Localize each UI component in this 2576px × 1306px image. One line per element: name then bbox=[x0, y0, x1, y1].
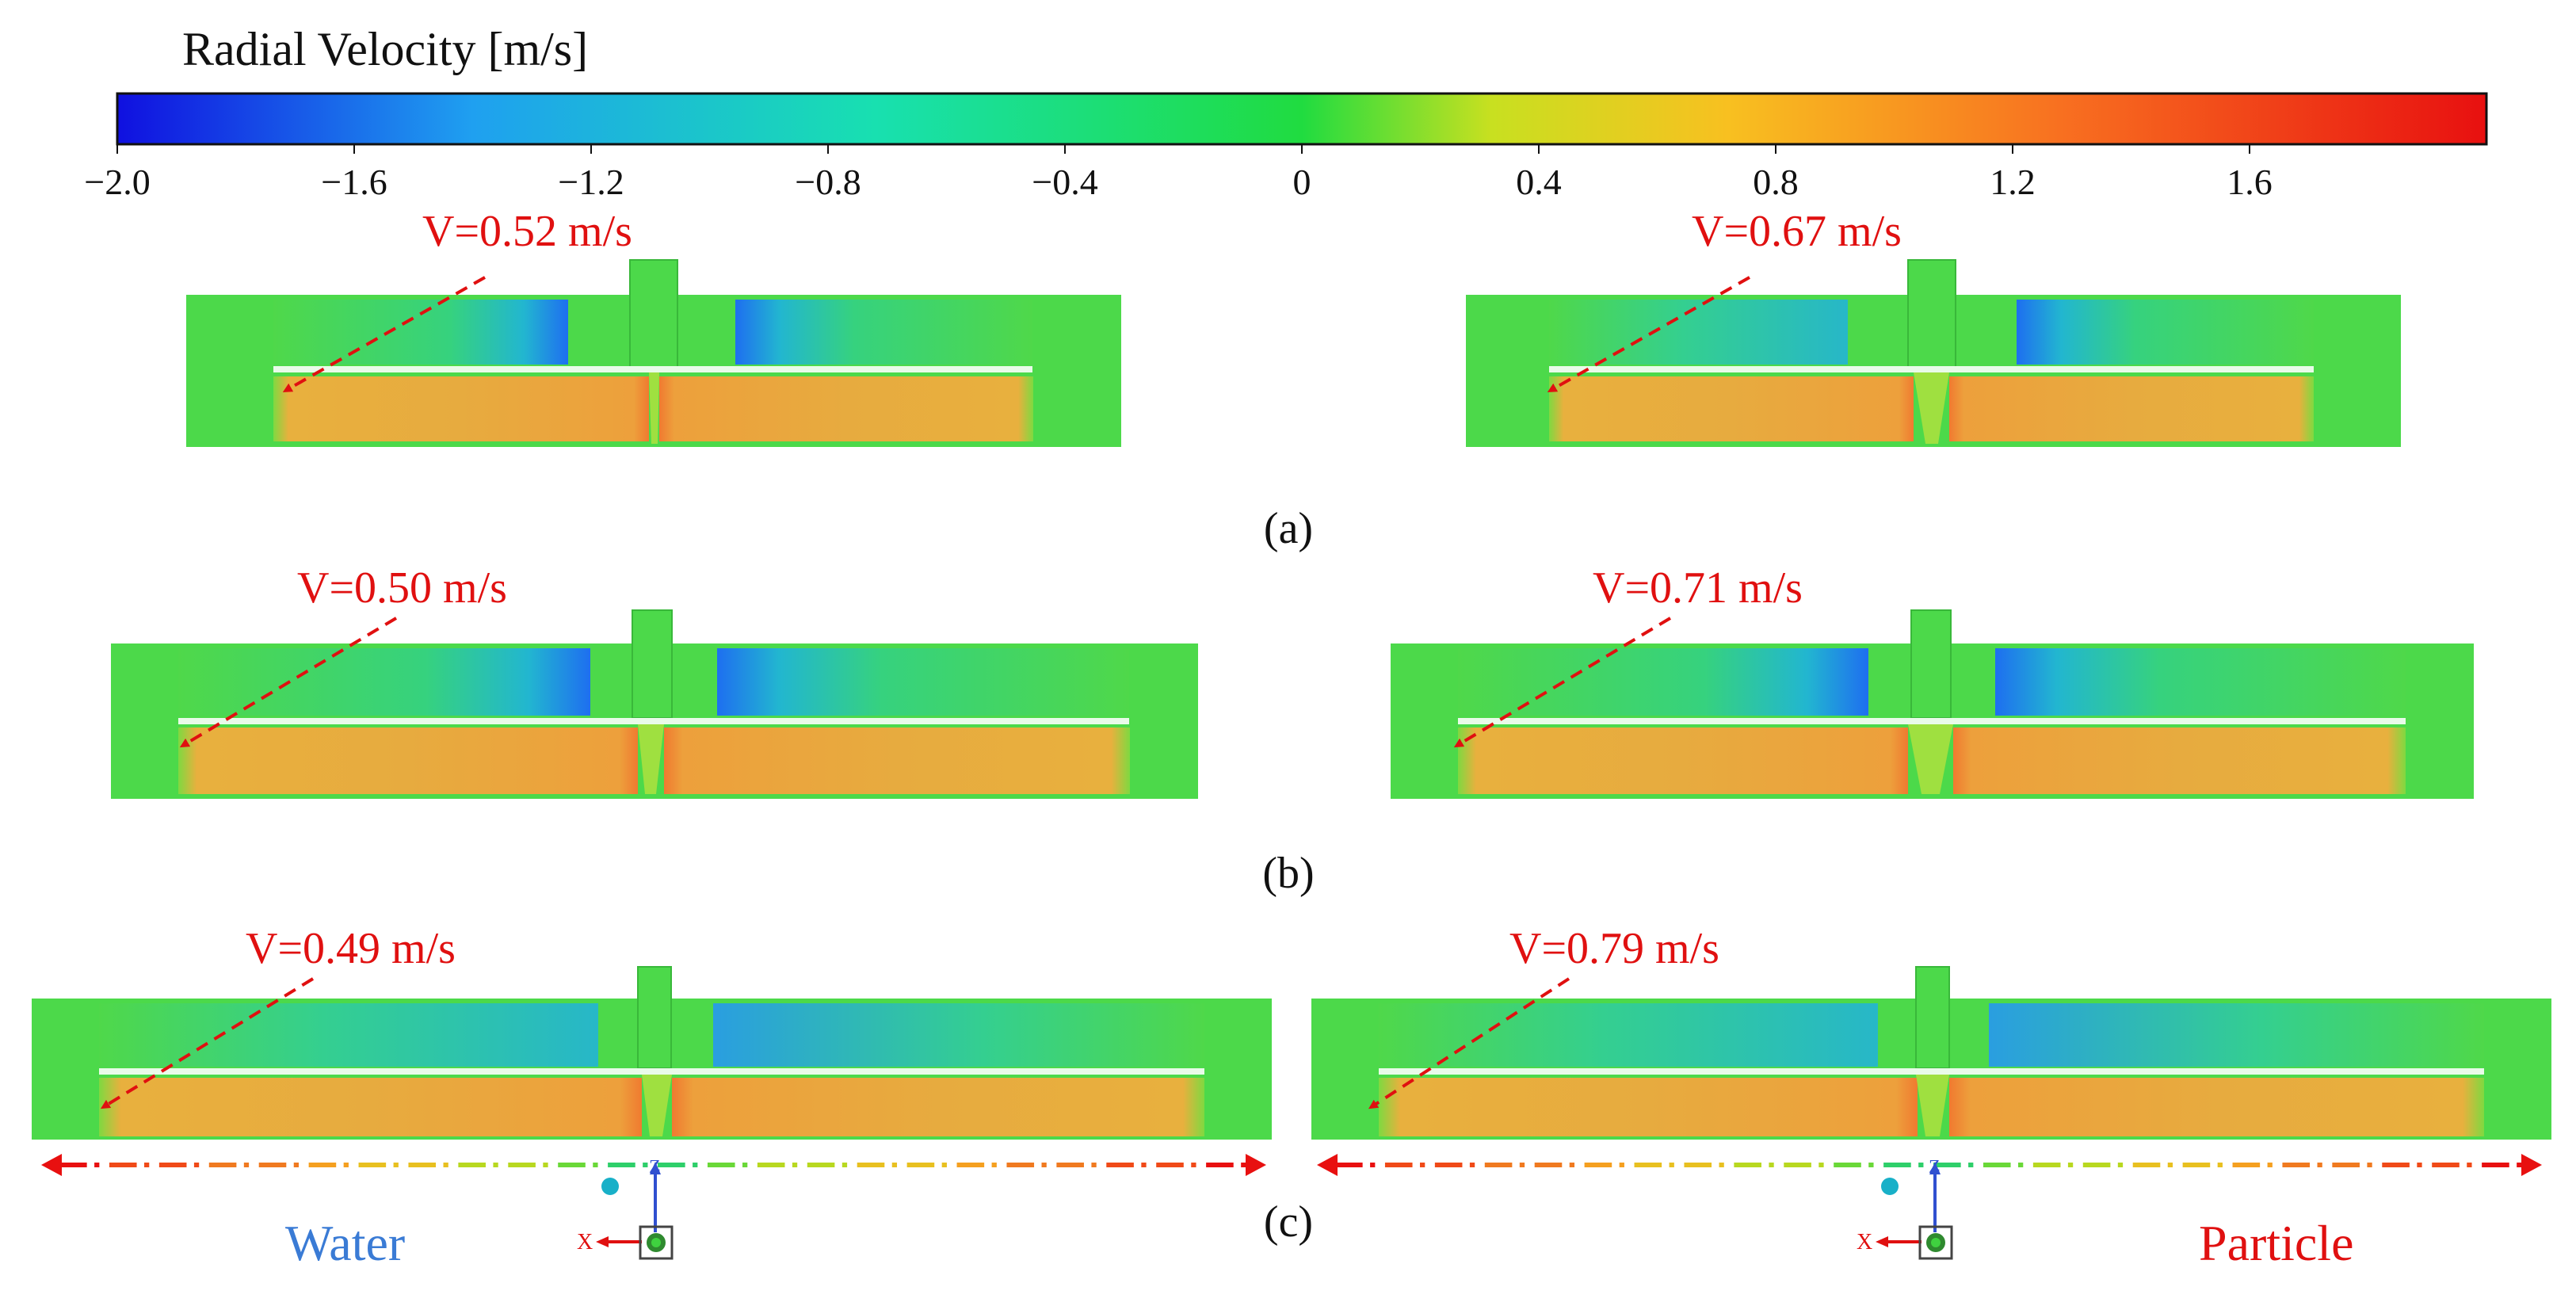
colorbar-ticks: −2.0 −1.6 −1.2 −0.8 −0.4 0 0.4 0.8 1.2 1.6 bbox=[84, 144, 2273, 202]
panel-a-right bbox=[1466, 259, 2401, 447]
colorbar-tick-label: −0.8 bbox=[795, 162, 861, 202]
panel-caption: (c) bbox=[1264, 1197, 1313, 1247]
velocity-label: V=0.79 m/s bbox=[1509, 924, 1719, 973]
colorbar-tick-label: 1.6 bbox=[2227, 162, 2273, 202]
panel-c-right bbox=[1311, 966, 2551, 1140]
annotation-arrow bbox=[282, 276, 486, 392]
colorbar-tick-label: −0.4 bbox=[1032, 162, 1097, 202]
radial-axis-water bbox=[41, 1154, 1266, 1176]
axis-x-label: X bbox=[577, 1230, 593, 1254]
axis-arrow-right bbox=[1246, 1154, 1266, 1176]
axis-arrow-right bbox=[2521, 1154, 2542, 1176]
colorbar-title: Radial Velocity [m/s] bbox=[182, 23, 588, 75]
colorbar-tick-label: 1.2 bbox=[1990, 162, 2036, 202]
axis-triad-right: Z X bbox=[1857, 1157, 1953, 1260]
axis-z-label: Z bbox=[1929, 1157, 1941, 1178]
axis-triad-left: Z X bbox=[577, 1157, 674, 1260]
colorbar-tick-label: −1.2 bbox=[558, 162, 624, 202]
axis-arrow-left bbox=[41, 1154, 62, 1176]
panel-a-left bbox=[186, 259, 1121, 447]
annotation-arrow bbox=[1368, 977, 1570, 1109]
panel-b-right bbox=[1391, 609, 2474, 799]
velocity-label: V=0.67 m/s bbox=[1692, 207, 1902, 256]
panel-b-left bbox=[111, 609, 1198, 799]
colorbar-tick-label: −1.6 bbox=[321, 162, 387, 202]
legend-particle: Particle bbox=[2199, 1215, 2353, 1271]
panel-c-left bbox=[32, 966, 1272, 1140]
velocity-label: V=0.52 m/s bbox=[422, 207, 632, 256]
colorbar bbox=[116, 92, 2488, 146]
annotation-arrow bbox=[1547, 276, 1750, 392]
velocity-label: V=0.50 m/s bbox=[297, 563, 507, 613]
colorbar-tick-label: 0.4 bbox=[1516, 162, 1562, 202]
colorbar-tick-label: 0 bbox=[1293, 162, 1311, 202]
panel-caption: (a) bbox=[1264, 504, 1313, 553]
axis-x-label: X bbox=[1857, 1230, 1872, 1254]
legend-water: Water bbox=[285, 1215, 405, 1271]
panel-caption: (b) bbox=[1262, 849, 1314, 898]
annotation-arrow bbox=[1453, 617, 1672, 748]
axis-z-label: Z bbox=[649, 1157, 661, 1178]
velocity-label: V=0.49 m/s bbox=[246, 924, 456, 973]
axis-arrow-left bbox=[1317, 1154, 1338, 1176]
annotation-arrow bbox=[179, 617, 398, 748]
colorbar-tick-label: 0.8 bbox=[1753, 162, 1799, 202]
radial-axis-particle bbox=[1317, 1154, 2542, 1176]
colorbar-tick-label: −2.0 bbox=[84, 162, 150, 202]
velocity-label: V=0.71 m/s bbox=[1593, 563, 1803, 613]
